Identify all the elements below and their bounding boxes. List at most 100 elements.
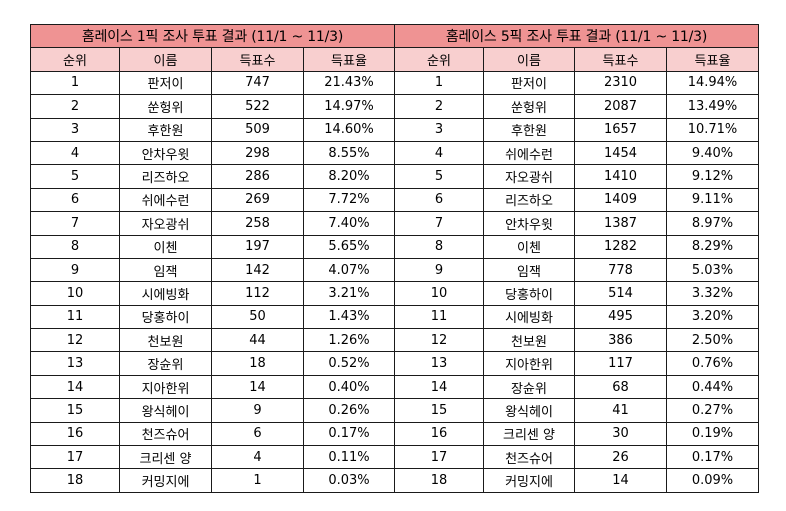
name-cell: 당홍하이 [483,281,575,306]
fifth-pick-table-body: 1 판저이 2310 14.94% 2 쑨헝위 2087 13.49% 3 후한원 1657 10.7… [394,70,759,493]
table-row: 1 판저이 2310 14.94% [394,70,759,96]
name-cell: 천즈슈어 [119,421,212,447]
rank-cell: 11 [30,304,120,330]
name-cell: 쑨헝위 [483,94,575,119]
rank-cell: 14 [394,374,484,400]
vote-rate-cell: 14.97% [303,94,395,119]
rank-cell: 10 [30,281,120,306]
name-cell: 임잭 [483,257,575,283]
votes-cell: 44 [211,328,304,353]
column-header-rank: 순위 [30,47,120,72]
vote-rate-cell: 21.43% [303,70,395,96]
votes-cell: 1657 [574,117,667,142]
table-row: 15 왕식헤이 41 0.27% [394,398,759,423]
column-header-votes: 득표수 [211,47,304,72]
votes-cell: 386 [574,328,667,353]
table-row: 10 당홍하이 514 3.32% [394,281,759,306]
first-pick-table-body: 1 판저이 747 21.43% 2 쑨헝위 522 14.97% 3 후한원 509 14.60% 4… [30,70,395,493]
name-cell: 크리센 양 [483,421,575,447]
column-header-name: 이름 [483,47,575,72]
rank-cell: 3 [30,117,120,142]
table-row: 18 커밍지에 14 0.09% [394,468,759,493]
vote-rate-cell: 0.40% [303,374,395,400]
column-header-votes: 득표수 [574,47,667,72]
vote-rate-cell: 0.09% [666,468,759,493]
table-row: 13 지아한위 117 0.76% [394,351,759,376]
vote-rate-cell: 3.21% [303,281,395,306]
table-row: 10 시에빙화 112 3.21% [30,281,395,306]
name-cell: 이첸 [483,234,575,259]
vote-rate-cell: 3.32% [666,281,759,306]
votes-cell: 1282 [574,234,667,259]
name-cell: 천보원 [483,328,575,353]
table-row: 9 임잭 778 5.03% [394,257,759,283]
rank-cell: 15 [30,398,120,423]
votes-cell: 2310 [574,70,667,96]
name-cell: 임잭 [119,257,212,283]
table-row: 11 시에빙화 495 3.20% [394,304,759,330]
rank-cell: 17 [394,445,484,470]
vote-rate-cell: 8.29% [666,234,759,259]
name-cell: 자오광쉬 [483,164,575,189]
votes-cell: 9 [211,398,304,423]
table-row: 7 자오광쉬 258 7.40% [30,211,395,236]
votes-cell: 68 [574,374,667,400]
table-row: 18 커밍지에 1 0.03% [30,468,395,493]
vote-rate-cell: 5.65% [303,234,395,259]
vote-rate-cell: 14.94% [666,70,759,96]
votes-cell: 26 [574,445,667,470]
vote-rate-cell: 0.44% [666,374,759,400]
votes-cell: 14 [574,468,667,493]
rank-cell: 17 [30,445,120,470]
table-row: 8 이첸 197 5.65% [30,234,395,259]
name-cell: 당홍하이 [119,304,212,330]
vote-rate-cell: 0.19% [666,421,759,447]
name-cell: 안차우윗 [119,140,212,166]
rank-cell: 18 [394,468,484,493]
votes-cell: 514 [574,281,667,306]
table-row: 6 쉬에수런 269 7.72% [30,187,395,213]
vote-rate-cell: 4.07% [303,257,395,283]
name-cell: 판저이 [119,70,212,96]
table-row: 9 임잭 142 4.07% [30,257,395,283]
name-cell: 이첸 [119,234,212,259]
fifth-pick-table-title: 홈레이스 5픽 조사 투표 결과 (11/1 ~ 11/3) [394,23,759,49]
name-cell: 왕식헤이 [119,398,212,423]
table-row: 3 후한원 509 14.60% [30,117,395,142]
column-header-vote-rate: 득표율 [666,47,759,72]
name-cell: 천보원 [119,328,212,353]
name-cell: 리즈하오 [119,164,212,189]
name-cell: 지아한위 [483,351,575,376]
votes-cell: 1410 [574,164,667,189]
table-row: 17 크리센 양 4 0.11% [30,445,395,470]
vote-rate-cell: 8.20% [303,164,395,189]
votes-cell: 18 [211,351,304,376]
table-row: 4 안차우윗 298 8.55% [30,140,395,166]
rank-cell: 16 [30,421,120,447]
vote-rate-cell: 5.03% [666,257,759,283]
rank-cell: 18 [30,468,120,493]
votes-cell: 286 [211,164,304,189]
table-row: 16 크리센 양 30 0.19% [394,421,759,447]
column-header-vote-rate: 득표율 [303,47,395,72]
vote-rate-cell: 10.71% [666,117,759,142]
rank-cell: 5 [394,164,484,189]
name-cell: 쉬에수런 [119,187,212,213]
column-header-rank: 순위 [394,47,484,72]
votes-cell: 6 [211,421,304,447]
table-row: 5 자오광쉬 1410 9.12% [394,164,759,189]
table-row: 13 장슌위 18 0.52% [30,351,395,376]
vote-rate-cell: 1.26% [303,328,395,353]
rank-cell: 5 [30,164,120,189]
vote-rate-cell: 0.03% [303,468,395,493]
rank-cell: 10 [394,281,484,306]
votes-cell: 522 [211,94,304,119]
vote-rate-cell: 13.49% [666,94,759,119]
rank-cell: 15 [394,398,484,423]
votes-cell: 1454 [574,140,667,166]
votes-cell: 269 [211,187,304,213]
votes-cell: 112 [211,281,304,306]
votes-cell: 1387 [574,211,667,236]
table-row: 12 천보원 44 1.26% [30,328,395,353]
rank-cell: 16 [394,421,484,447]
